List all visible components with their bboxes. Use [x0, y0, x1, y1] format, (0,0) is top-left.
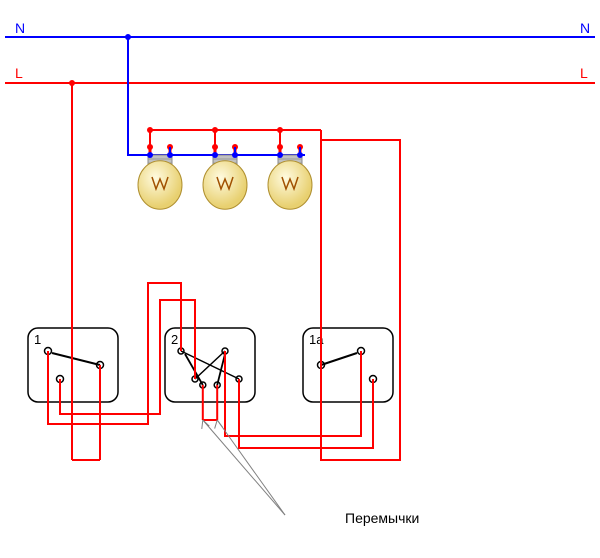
svg-text:1: 1 [34, 332, 41, 347]
wiring-diagram: 121aNNLLПеремычки [0, 0, 600, 558]
label-N_left: N [15, 20, 25, 36]
label-N_right: N [580, 20, 590, 36]
svg-text:2: 2 [171, 332, 178, 347]
label-L_right: L [580, 65, 588, 81]
label-caption: Перемычки [345, 510, 419, 526]
label-L_left: L [15, 65, 23, 81]
